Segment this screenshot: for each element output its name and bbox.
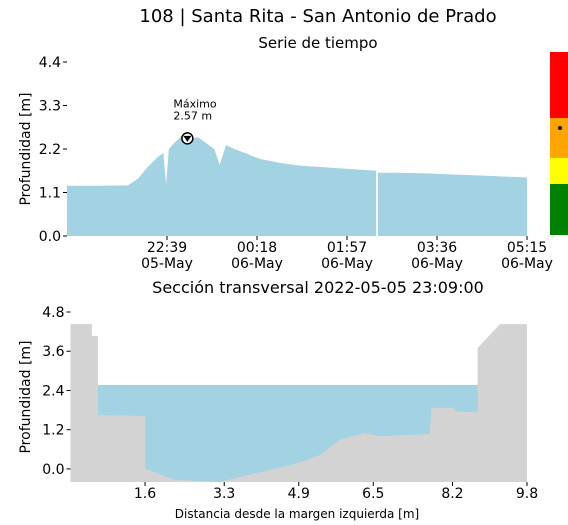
depth-area bbox=[67, 134, 527, 236]
chart-subtitle: Serie de tiempo bbox=[258, 34, 377, 52]
x-tick-label: 4.9 bbox=[287, 486, 310, 502]
x-tick-label: 05:15 06-May bbox=[501, 240, 553, 272]
y-tick-label: 0.0 bbox=[42, 462, 64, 478]
x-tick-label: 9.8 bbox=[515, 486, 539, 502]
chart-title: Sección transversal 2022-05-05 23:09:00 bbox=[152, 278, 484, 297]
level-indicator bbox=[550, 52, 568, 235]
y-axis-label: Profundidad [m] bbox=[18, 340, 34, 453]
x-tick-label: 1.6 bbox=[133, 486, 157, 502]
chart-title: 108 | Santa Rita - San Antonio de Prado bbox=[139, 6, 496, 27]
x-tick-label: 22:39 05-May bbox=[141, 240, 193, 272]
level-orange bbox=[550, 118, 568, 158]
x-tick-label: 01:57 06-May bbox=[321, 240, 373, 272]
x-tick-label: 8.2 bbox=[441, 486, 464, 502]
level-red bbox=[550, 52, 568, 118]
y-tick-label: 3.3 bbox=[39, 99, 61, 115]
y-tick-label: 2.4 bbox=[42, 383, 64, 399]
max-marker-arrow bbox=[183, 135, 192, 142]
y-tick-label: 1.2 bbox=[42, 423, 64, 439]
annotation: 2.57 m bbox=[173, 109, 212, 122]
annotation: Máximo bbox=[173, 97, 217, 110]
x-axis-label: Distancia desde la margen izquierda [m] bbox=[175, 507, 419, 521]
x-tick-label: 03:36 06-May bbox=[411, 240, 463, 272]
level-yellow bbox=[550, 158, 568, 184]
y-tick-label: 3.6 bbox=[42, 344, 64, 360]
x-tick-label: 3.3 bbox=[213, 486, 236, 502]
x-tick-label: 00:18 06-May bbox=[231, 240, 283, 272]
y-tick-label: 1.1 bbox=[39, 186, 61, 202]
y-tick-label: 2.2 bbox=[39, 142, 61, 158]
terrain bbox=[70, 324, 527, 482]
y-axis-label: Profundidad [m] bbox=[18, 92, 34, 205]
y-tick-label: 4.8 bbox=[42, 305, 64, 321]
y-tick-label: 4.4 bbox=[39, 55, 61, 71]
level-green bbox=[550, 184, 568, 235]
x-tick-label: 6.5 bbox=[362, 486, 385, 502]
y-tick-label: 0.0 bbox=[39, 229, 61, 245]
level-dot bbox=[558, 126, 562, 130]
